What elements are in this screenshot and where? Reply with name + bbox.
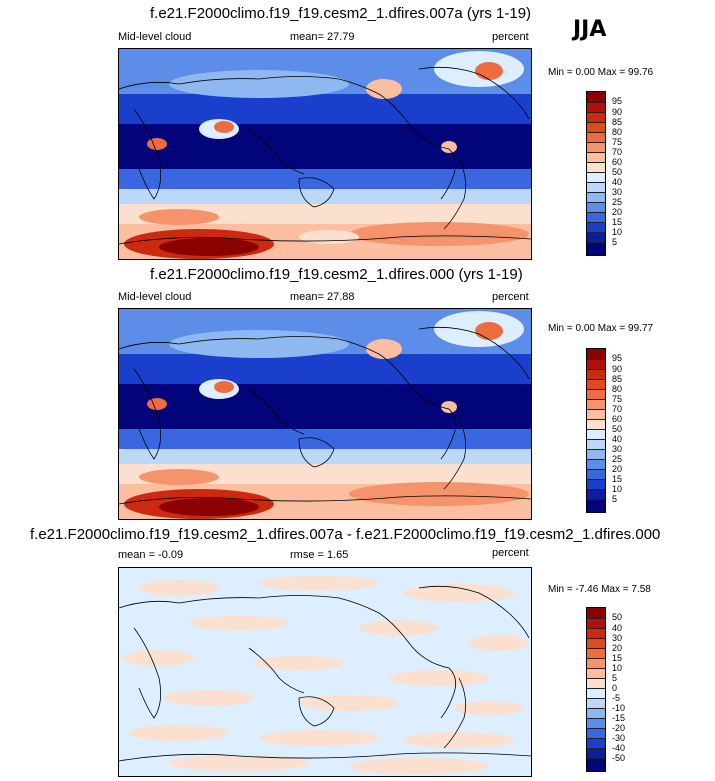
panel1-cloud-map [118, 48, 532, 260]
colorbar-tick-label: 20 [612, 464, 623, 474]
panel3-rmse-label: rmse = 1.65 [290, 549, 349, 561]
panel3-mean-label: mean = -0.09 [118, 549, 184, 561]
colorbar-tick-label: 95 [612, 96, 623, 106]
colorbar-tick-label: 10 [612, 484, 623, 494]
colorbar-tick-label: 60 [612, 414, 623, 424]
colorbar-tick-label: 90 [612, 107, 623, 117]
colorbar-tick-label: 75 [612, 394, 623, 404]
colorbar-tick-label: 20 [612, 643, 623, 653]
colorbar-tick-label: 80 [612, 384, 623, 394]
colorbar-tick-label: 80 [612, 127, 623, 137]
colorbar-tick-label: 70 [612, 404, 623, 414]
panel2-title: f.e21.F2000climo.f19_f19.cesm2_1.dfires.… [150, 266, 523, 283]
colorbar-tick-label: -20 [612, 723, 626, 733]
panel2-units-label: percent [492, 291, 529, 303]
panel3-units-label: percent [492, 547, 529, 559]
colorbar-tick-label: 85 [612, 374, 623, 384]
panel2-minmax: Min = 0.00 Max = 99.77 [548, 323, 654, 334]
colorbar-tick-label: 25 [612, 454, 623, 464]
panel3-colorbar [586, 607, 606, 772]
colorbar-tick-label: 85 [612, 117, 623, 127]
colorbar-tick-label: 5 [612, 494, 618, 504]
colorbar-tick-label: 15 [612, 474, 623, 484]
colorbar-tick-label: 90 [612, 364, 623, 374]
colorbar-tick-label: 50 [612, 424, 623, 434]
season-label: JJA [573, 17, 607, 42]
panel1-colorbar [586, 91, 606, 256]
colorbar-tick-label: 30 [612, 633, 623, 643]
panel1-variable-label: Mid-level cloud [118, 31, 192, 43]
colorbar-tick-label: -50 [612, 753, 626, 763]
colorbar-tick-label: -5 [612, 693, 621, 703]
colorbar-tick-label: 5 [612, 673, 618, 683]
colorbar-tick-label: 40 [612, 623, 623, 633]
colorbar-tick-label: 70 [612, 147, 623, 157]
colorbar-tick-label: 60 [612, 157, 623, 167]
panel3-difference-map [118, 567, 532, 777]
colorbar-tick-label: 95 [612, 353, 623, 363]
colorbar-tick-label: 50 [612, 612, 623, 622]
colorbar-tick-label: 10 [612, 227, 623, 237]
colorbar-tick-label: 25 [612, 197, 623, 207]
panel1-title: f.e21.F2000climo.f19_f19.cesm2_1.dfires.… [150, 5, 532, 22]
panel1-minmax: Min = 0.00 Max = 99.76 [548, 67, 654, 78]
panel1-mean-label: mean= 27.79 [290, 31, 355, 43]
colorbar-tick-label: 40 [612, 434, 623, 444]
colorbar-tick-label: 30 [612, 444, 623, 454]
panel1-units-label: percent [492, 31, 529, 43]
colorbar-tick-label: 20 [612, 207, 623, 217]
colorbar-tick-label: 50 [612, 167, 623, 177]
colorbar-tick-label: 15 [612, 653, 623, 663]
colorbar-tick-label: -30 [612, 733, 626, 743]
colorbar-tick-label: -40 [612, 743, 626, 753]
panel3-minmax: Min = -7.46 Max = 7.58 [548, 584, 651, 595]
colorbar-tick-label: 0 [612, 683, 618, 693]
panel3-title: f.e21.F2000climo.f19_f19.cesm2_1.dfires.… [30, 526, 661, 543]
colorbar-tick-label: 30 [612, 187, 623, 197]
colorbar-tick-label: -10 [612, 703, 626, 713]
colorbar-tick-label: 5 [612, 237, 618, 247]
panel2-cloud-map [118, 308, 532, 520]
colorbar-tick-label: 40 [612, 177, 623, 187]
colorbar-tick-label: 75 [612, 137, 623, 147]
colorbar-tick-label: -15 [612, 713, 626, 723]
colorbar-tick-label: 10 [612, 663, 623, 673]
panel2-mean-label: mean= 27.88 [290, 291, 355, 303]
colorbar-tick-label: 15 [612, 217, 623, 227]
panel2-colorbar [586, 348, 606, 513]
panel2-variable-label: Mid-level cloud [118, 291, 192, 303]
